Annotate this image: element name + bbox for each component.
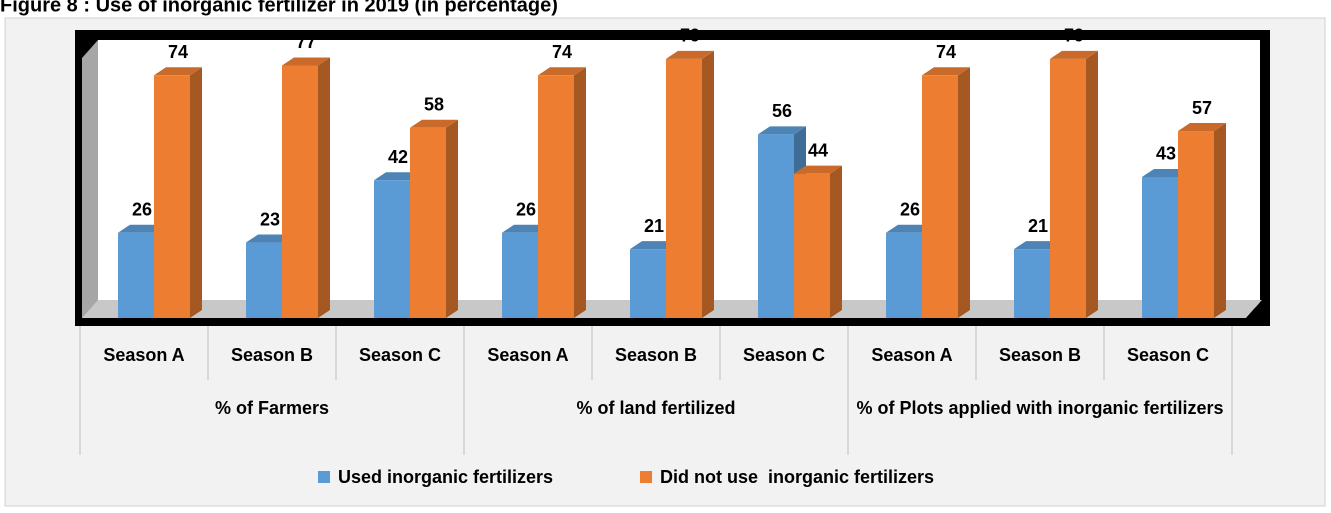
bar-front	[154, 75, 190, 318]
data-label: 79	[680, 26, 700, 46]
bar	[538, 67, 586, 318]
bar	[666, 50, 714, 318]
data-label: 23	[260, 209, 280, 229]
data-label: 79	[1064, 26, 1084, 46]
bar-front	[1142, 176, 1178, 318]
bar	[154, 67, 202, 318]
bar-side	[830, 165, 842, 318]
bar-front	[1050, 58, 1086, 318]
bar	[1178, 123, 1226, 318]
bar	[922, 67, 970, 318]
bar-top	[666, 50, 714, 59]
x-tick-label: Season B	[999, 345, 1081, 365]
data-label: 26	[132, 199, 152, 219]
bar-front	[886, 232, 922, 318]
x-tick-label: Season C	[743, 345, 825, 365]
bar	[1050, 50, 1098, 318]
legend-swatch	[318, 471, 330, 483]
bar-side	[958, 67, 970, 318]
bar-top	[154, 67, 202, 76]
bar-front	[502, 232, 538, 318]
side-wall	[82, 40, 98, 318]
bar	[282, 57, 330, 318]
data-label: 26	[516, 199, 536, 219]
bar-front	[666, 58, 702, 318]
bar-front	[922, 75, 958, 318]
x-tick-label: Season C	[359, 345, 441, 365]
x-tick-label: Season A	[871, 345, 952, 365]
bar-front	[374, 180, 410, 318]
data-label: 74	[936, 42, 956, 62]
data-label: 56	[772, 101, 792, 121]
data-label: 57	[1192, 98, 1212, 118]
bar-front	[1014, 249, 1050, 318]
bar-side	[318, 57, 330, 318]
data-label: 74	[552, 42, 572, 62]
data-label: 77	[296, 32, 316, 52]
bar-front	[282, 65, 318, 318]
group-label: % of land fertilized	[576, 398, 736, 418]
bar-front	[118, 232, 154, 318]
bar-front	[246, 242, 282, 318]
legend-label: Did not use inorganic fertilizers	[660, 467, 934, 487]
data-label: 43	[1156, 144, 1176, 164]
legend-label: Used inorganic fertilizers	[338, 467, 553, 487]
bar-front	[758, 134, 794, 318]
chart-title: Figure 8 : Use of inorganic fertilizer i…	[0, 0, 558, 16]
bar-top	[1050, 50, 1098, 59]
bar-front	[538, 75, 574, 318]
x-tick-label: Season C	[1127, 345, 1209, 365]
bar-front	[630, 249, 666, 318]
x-tick-label: Season B	[615, 345, 697, 365]
data-label: 58	[424, 95, 444, 115]
bar-top	[282, 57, 330, 66]
floor-edge	[75, 300, 1270, 326]
bar	[410, 119, 458, 318]
bar-side	[1086, 50, 1098, 318]
data-label: 26	[900, 199, 920, 219]
bar-top	[538, 67, 586, 76]
x-tick-label: Season A	[487, 345, 568, 365]
group-label: % of Plots applied with inorganic fertil…	[856, 398, 1224, 418]
bar-front	[410, 127, 446, 318]
bar-front	[794, 173, 830, 318]
data-label: 42	[388, 147, 408, 167]
data-label: 21	[1028, 216, 1048, 236]
bar-top	[794, 165, 842, 174]
legend-swatch	[640, 471, 652, 483]
x-tick-label: Season B	[231, 345, 313, 365]
bar-top	[1178, 123, 1226, 132]
x-tick-label: Season A	[103, 345, 184, 365]
bar-top	[922, 67, 970, 76]
data-label: 44	[808, 140, 828, 160]
bar-side	[446, 119, 458, 318]
bar-top	[758, 126, 806, 135]
data-label: 74	[168, 42, 188, 62]
bar-top	[410, 119, 458, 128]
group-label: % of Farmers	[214, 398, 330, 418]
bar-front	[1178, 131, 1214, 318]
bar-side	[574, 67, 586, 318]
bar-side	[1214, 123, 1226, 318]
data-label: 21	[644, 216, 664, 236]
bar	[794, 165, 842, 318]
bar-side	[702, 50, 714, 318]
bar-side	[190, 67, 202, 318]
